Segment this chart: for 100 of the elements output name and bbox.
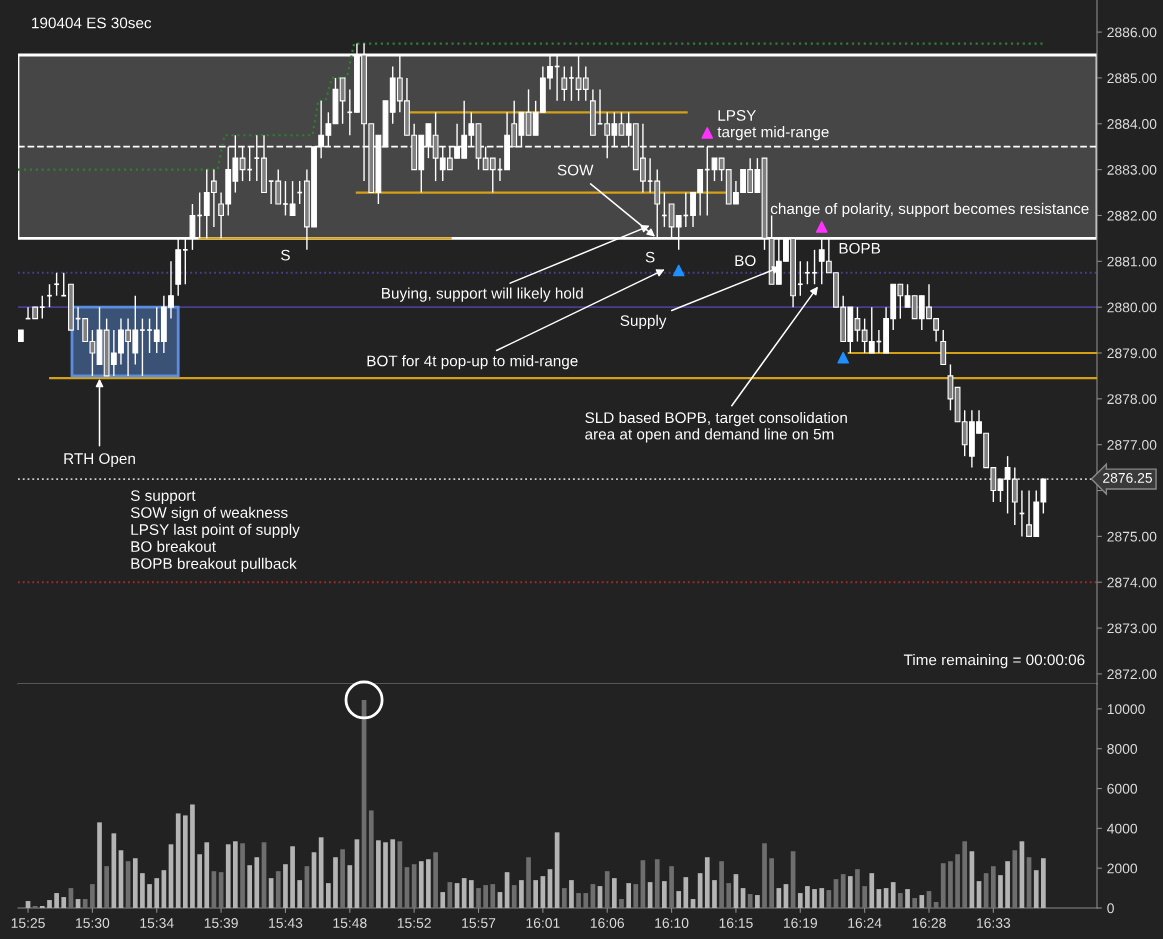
bar	[948, 861, 953, 908]
annotation: SLD based BOPB, target consolidation area at open and demand line on 5m	[585, 411, 847, 443]
y-tick-label: 2884.00	[1107, 119, 1157, 129]
candlestick	[947, 363, 954, 412]
x-tick-label: 15:43	[269, 918, 303, 928]
bar	[490, 884, 496, 908]
candlestick	[797, 260, 804, 297]
y-tick-label: 2873.00	[1107, 623, 1157, 634]
bar	[561, 888, 567, 908]
candlestick	[811, 249, 818, 285]
bar	[132, 858, 138, 908]
bar	[247, 865, 253, 908]
bar	[654, 859, 660, 908]
bar	[526, 857, 531, 908]
annotation: Buying, support will likely hold	[382, 287, 583, 302]
candlestick	[940, 329, 947, 366]
bar	[769, 858, 774, 908]
bar	[847, 876, 853, 908]
bar	[669, 866, 674, 908]
bar	[955, 854, 960, 908]
bar	[619, 899, 624, 908]
candlestick	[60, 272, 67, 297]
bar	[104, 866, 109, 908]
annotation: SOW	[557, 164, 594, 176]
bar	[190, 804, 195, 908]
bar	[697, 873, 703, 908]
bar	[333, 857, 338, 908]
x-tick-label: 15:39	[204, 918, 238, 928]
x-tick-label: 16:15	[719, 918, 753, 928]
bar	[140, 873, 145, 908]
bar	[383, 842, 388, 908]
bar	[204, 842, 210, 908]
bar	[54, 893, 59, 908]
bar	[962, 841, 968, 908]
annotation: RTH Open	[64, 453, 135, 468]
bar	[225, 844, 231, 908]
bar	[797, 893, 803, 908]
bar	[762, 843, 767, 908]
point	[701, 127, 714, 139]
bar	[840, 874, 846, 908]
candlestick	[561, 65, 568, 102]
y-tick-label: 2883.00	[1107, 164, 1157, 175]
bar	[175, 813, 181, 908]
y-tick-label: 2879.00	[1107, 348, 1157, 359]
candlestick	[139, 317, 146, 377]
y-tick-label: 8000	[1107, 744, 1138, 754]
bar	[1012, 850, 1018, 908]
bar	[633, 884, 639, 908]
bar	[232, 841, 238, 908]
candlestick	[568, 65, 575, 102]
bar	[390, 839, 396, 908]
annotation: Time remaining = 00:00:06	[903, 654, 1085, 669]
bar	[683, 877, 689, 908]
bar	[47, 900, 52, 908]
y-tick-label: 2880.00	[1107, 302, 1157, 313]
bar	[275, 871, 281, 908]
x-tick-label: 16:06	[590, 918, 624, 928]
x-tick-label: 15:52	[397, 918, 431, 928]
bar	[340, 849, 345, 908]
bar	[719, 861, 724, 908]
bar	[890, 882, 896, 908]
y-tick-label: 2877.00	[1107, 440, 1157, 450]
bar	[869, 873, 875, 908]
annotation: S support SOW sign of weakness LPSY last point of supply BO breakout BOPB breakout pullback	[130, 490, 300, 573]
bar	[1005, 861, 1010, 908]
bar	[326, 883, 331, 908]
bar	[940, 863, 946, 908]
x-tick-label: 16:28	[912, 918, 946, 928]
candlestick	[53, 272, 60, 297]
point	[672, 264, 685, 277]
bar	[905, 889, 910, 908]
bar	[919, 895, 925, 908]
bar	[254, 857, 260, 908]
bar	[819, 888, 825, 908]
bar	[747, 894, 753, 908]
bar	[82, 899, 88, 908]
bar	[676, 891, 682, 908]
bar	[111, 833, 117, 908]
bar	[461, 878, 467, 908]
bar	[662, 881, 667, 908]
candlestick	[282, 180, 289, 217]
bar	[897, 893, 903, 908]
bar	[519, 880, 524, 908]
candlestick	[46, 283, 53, 308]
candlestick	[346, 88, 353, 136]
bar	[776, 888, 782, 908]
bar	[368, 810, 374, 908]
bar	[426, 859, 431, 908]
annotation: BOT for 4t pop-up to mid-range	[367, 355, 578, 370]
bar	[290, 846, 295, 908]
x-tick-label: 15:34	[140, 918, 174, 928]
bar	[240, 843, 245, 908]
bar	[1033, 870, 1039, 908]
bar	[533, 880, 539, 908]
bar	[712, 880, 717, 908]
bar	[197, 854, 202, 908]
bar	[97, 822, 102, 908]
candlestick	[275, 168, 282, 205]
candlestick	[146, 317, 153, 354]
bar	[347, 865, 353, 908]
